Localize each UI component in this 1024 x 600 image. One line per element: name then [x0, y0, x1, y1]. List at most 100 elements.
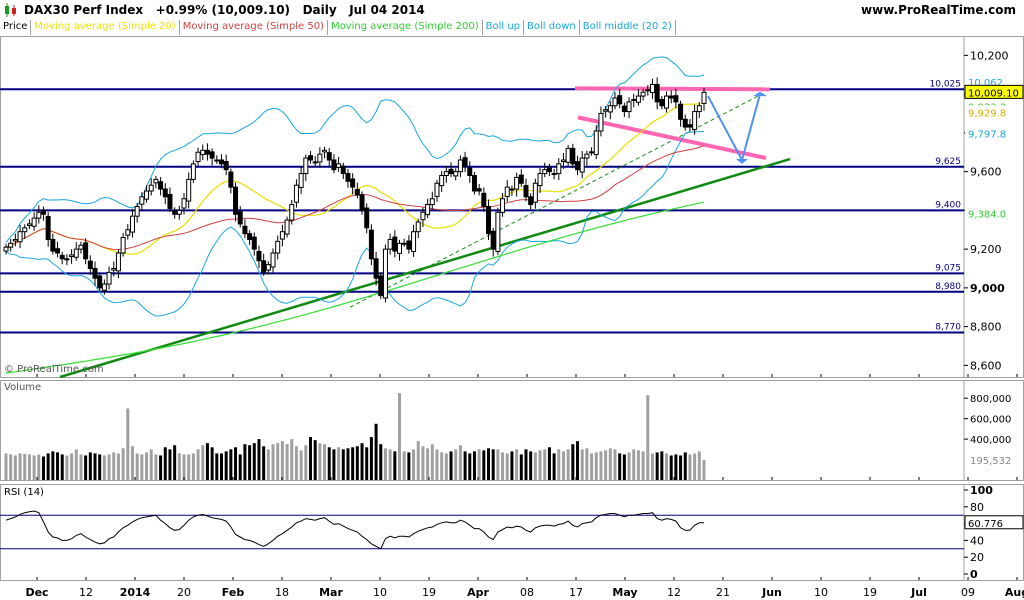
- candle-body: [476, 188, 482, 192]
- candle-body: [673, 95, 679, 103]
- candle-body: [551, 173, 557, 176]
- rsi-last-value: 60.776: [968, 519, 1003, 530]
- candle-body: [8, 242, 14, 248]
- candlesticks: [3, 77, 707, 303]
- volume-bar: [650, 453, 654, 480]
- volume-bar: [18, 453, 22, 480]
- candle-body: [340, 165, 346, 175]
- volume-bar: [524, 449, 528, 480]
- candle-body: [120, 237, 126, 254]
- candle-body: [64, 258, 70, 261]
- x-tick-label-5: 18: [275, 586, 289, 599]
- volume-bar: [412, 449, 416, 480]
- volume-bar: [173, 445, 177, 480]
- arrow-head-down: [736, 159, 748, 164]
- volume-bar: [187, 454, 191, 480]
- x-tick-label-6: Mar: [319, 586, 343, 599]
- candle-body: [453, 171, 459, 177]
- level-label-0: 10,025: [930, 79, 962, 89]
- x-tick-label-18: Jul: [910, 586, 927, 599]
- volume-bar: [318, 443, 322, 480]
- volume-bar: [271, 444, 275, 480]
- pink-support-line: [577, 115, 767, 161]
- volume-bar: [688, 454, 692, 480]
- candle-body: [556, 163, 562, 175]
- candle-body: [106, 271, 112, 285]
- volume-bar: [355, 446, 359, 480]
- sma200-line: [5, 201, 705, 374]
- candle-body: [640, 91, 646, 97]
- legend-item-2[interactable]: Moving average (Simple 50): [180, 20, 328, 35]
- x-tick-label-4: Feb: [222, 586, 245, 599]
- volume-bar: [210, 447, 214, 480]
- volume-bar: [463, 451, 467, 480]
- candle-body: [275, 240, 281, 254]
- volume-bar: [580, 449, 584, 480]
- legend-item-6[interactable]: Boll middle (20 2): [580, 20, 676, 35]
- candle-body: [434, 182, 440, 197]
- candle-body: [326, 152, 332, 161]
- site-name[interactable]: www.ProRealTime.com: [861, 3, 1016, 17]
- level-label-3: 9,075: [935, 263, 961, 273]
- candle-body: [387, 238, 393, 250]
- volume-bar: [674, 454, 678, 480]
- volume-bar: [337, 447, 341, 480]
- volume-bar: [594, 452, 598, 480]
- candle-body: [378, 275, 384, 297]
- value-label-1: 10,009.10: [968, 88, 1019, 99]
- volume-bar: [294, 446, 298, 480]
- legend-item-3[interactable]: Moving average (Simple 200): [328, 20, 483, 35]
- candle-body: [317, 153, 323, 163]
- volume-bar: [440, 452, 444, 480]
- volume-bar: [543, 449, 547, 480]
- volume-last-value: 195,532: [970, 456, 1011, 467]
- volume-bar: [196, 449, 200, 480]
- candle-body: [692, 111, 698, 130]
- volume-bar: [561, 451, 565, 480]
- volume-bar: [374, 423, 378, 480]
- candle-body: [593, 130, 599, 156]
- candle-body: [115, 252, 121, 272]
- volume-bar: [477, 449, 481, 480]
- candle-body: [158, 181, 164, 190]
- candle-body: [598, 113, 604, 132]
- volume-bar: [697, 451, 701, 480]
- candle-body: [668, 95, 674, 99]
- candle-body: [139, 196, 145, 205]
- rsi-tick-label-1: 80: [970, 501, 984, 514]
- value-box-3: [965, 105, 1023, 119]
- volume-bar: [102, 455, 106, 480]
- legend-item-4[interactable]: Boll up: [483, 20, 525, 35]
- candle-body: [471, 175, 477, 192]
- candle-body: [532, 182, 538, 203]
- volume-bar: [32, 455, 36, 480]
- volume-bar: [576, 441, 580, 480]
- candle-body: [631, 99, 637, 102]
- x-tick-label-15: Jun: [761, 586, 782, 599]
- legend-item-0[interactable]: Price: [0, 20, 32, 35]
- candle-body: [322, 149, 328, 153]
- candle-body: [659, 99, 665, 107]
- legend-item-5[interactable]: Boll down: [524, 20, 580, 35]
- candle-body: [233, 186, 239, 215]
- legend-item-1[interactable]: Moving average (Simple 20): [31, 20, 180, 35]
- volume-bar: [121, 448, 125, 480]
- volume-bar: [215, 453, 219, 480]
- volume-bar: [234, 447, 238, 480]
- volume-bar: [252, 443, 256, 480]
- volume-bar: [660, 451, 664, 480]
- volume-bar: [454, 449, 458, 480]
- candle-body: [69, 254, 75, 257]
- volume-bar: [613, 449, 617, 480]
- volume-bar: [13, 455, 17, 480]
- volume-bar: [323, 444, 327, 480]
- candle-body: [546, 166, 552, 173]
- sma50-line: [5, 145, 705, 251]
- volume-bar: [243, 444, 247, 480]
- volume-bar: [585, 448, 589, 480]
- candle-body: [204, 149, 210, 155]
- level-label-5: 8,770: [935, 322, 961, 332]
- candle-body: [575, 161, 581, 171]
- rsi-panel-title: RSI (14): [4, 487, 44, 498]
